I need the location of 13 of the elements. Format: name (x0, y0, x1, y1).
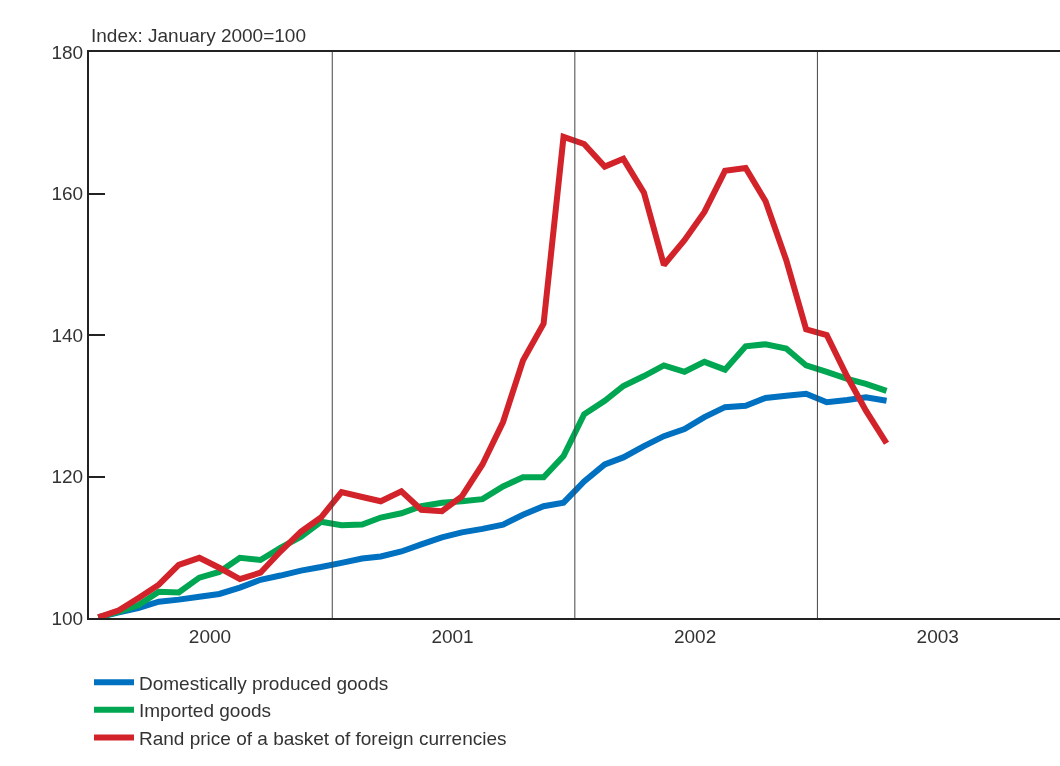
x-tick-label: 2002 (673, 625, 717, 647)
y-axis-title: Index: January 2000=100 (91, 25, 306, 46)
legend-label: Domestically produced goods (139, 672, 389, 694)
x-tick-label: 2001 (431, 625, 474, 647)
y-tick-label: 180 (51, 41, 84, 63)
x-tick-label: 2000 (188, 625, 232, 647)
y-tick-label: 140 (51, 324, 84, 346)
legend-label: Imported goods (139, 700, 272, 722)
legend-label: Rand price of a basket of foreign currencies (139, 727, 507, 749)
y-tick-label: 120 (51, 466, 84, 488)
x-tick-label: 2003 (916, 625, 959, 647)
y-tick-label: 100 (51, 607, 84, 629)
y-tick-label: 160 (51, 183, 84, 205)
